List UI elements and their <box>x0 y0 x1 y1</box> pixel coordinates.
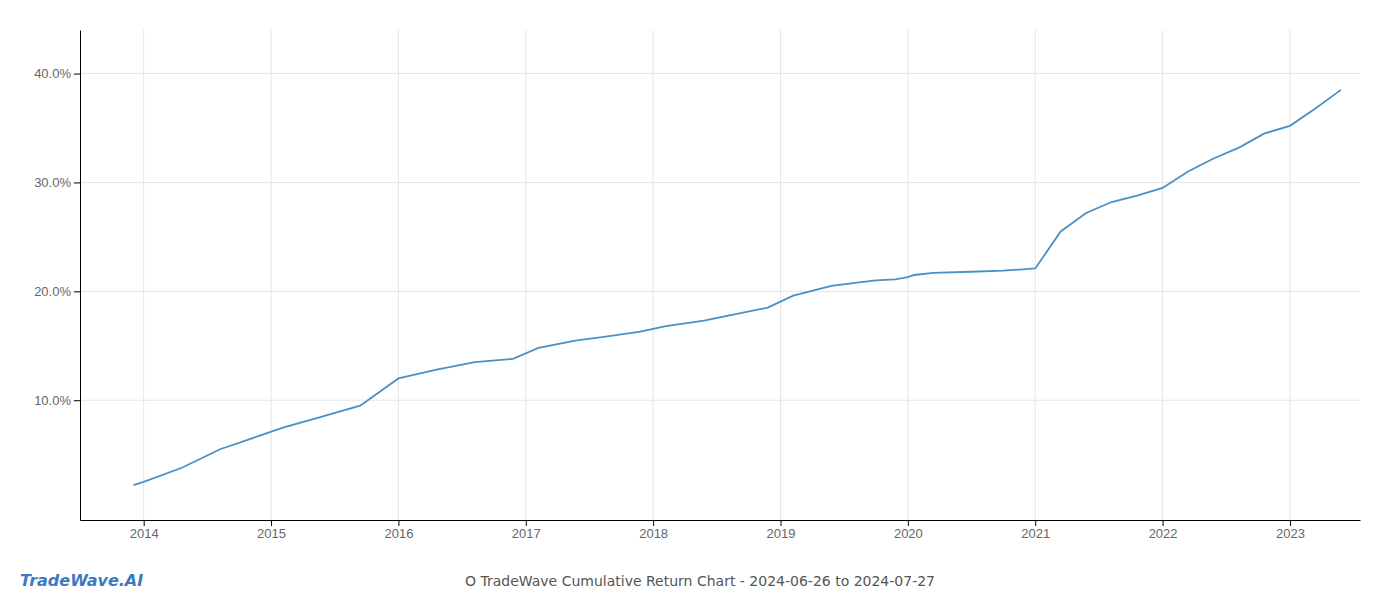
x-tick: 2016 <box>384 520 413 541</box>
y-tick: 40.0% <box>34 66 80 81</box>
x-tick-mark <box>144 520 145 526</box>
plot-area <box>133 90 1340 485</box>
x-tick-mark <box>780 520 781 526</box>
x-tick-mark <box>1035 520 1036 526</box>
x-tick: 2017 <box>512 520 541 541</box>
x-tick-label: 2023 <box>1276 526 1305 541</box>
x-tick-label: 2021 <box>1021 526 1050 541</box>
y-grid-line <box>80 182 1360 183</box>
x-tick: 2023 <box>1276 520 1305 541</box>
y-tick-mark <box>74 400 80 401</box>
x-axis-line <box>81 520 1361 521</box>
x-grid-line <box>271 30 272 520</box>
y-tick-label: 40.0% <box>34 66 71 81</box>
x-tick-label: 2022 <box>1149 526 1178 541</box>
x-tick: 2019 <box>767 520 796 541</box>
x-grid-line <box>907 30 908 520</box>
y-tick-mark <box>74 74 80 75</box>
y-tick: 10.0% <box>34 393 80 408</box>
y-grid-line <box>80 73 1360 74</box>
x-tick-label: 2015 <box>257 526 286 541</box>
x-tick-label: 2019 <box>767 526 796 541</box>
x-tick-mark <box>653 520 654 526</box>
x-tick: 2021 <box>1021 520 1050 541</box>
x-tick-label: 2017 <box>512 526 541 541</box>
y-tick: 20.0% <box>34 284 80 299</box>
grid <box>80 30 1360 520</box>
x-tick: 2014 <box>130 520 159 541</box>
x-grid-line <box>398 30 399 520</box>
x-tick: 2018 <box>639 520 668 541</box>
x-grid-line <box>1289 30 1290 520</box>
x-grid-line <box>1162 30 1163 520</box>
x-tick-label: 2018 <box>639 526 668 541</box>
data-line <box>133 90 1340 485</box>
x-grid-line <box>525 30 526 520</box>
x-tick-mark <box>271 520 272 526</box>
x-tick-mark <box>526 520 527 526</box>
x-grid-line <box>143 30 144 520</box>
x-tick-mark <box>1163 520 1164 526</box>
x-grid-line <box>780 30 781 520</box>
x-tick-label: 2016 <box>384 526 413 541</box>
watermark: TradeWave.AI <box>20 571 143 590</box>
y-grid-line <box>80 400 1360 401</box>
x-tick-mark <box>1290 520 1291 526</box>
x-tick-mark <box>398 520 399 526</box>
x-tick: 2020 <box>894 520 923 541</box>
y-tick-label: 30.0% <box>34 175 71 190</box>
y-tick-label: 20.0% <box>34 284 71 299</box>
x-grid-line <box>653 30 654 520</box>
chart-svg: 2014 2015 2016 2017 2018 2019 2020 2021 2022 2023… <box>0 0 1400 600</box>
y-tick-mark <box>74 291 80 292</box>
x-tick-label: 2020 <box>894 526 923 541</box>
x-grid-line <box>1035 30 1036 520</box>
y-tick: 30.0% <box>34 175 80 190</box>
y-tick-mark <box>74 182 80 183</box>
x-tick: 2015 <box>257 520 286 541</box>
chart-container: 2014 2015 2016 2017 2018 2019 2020 2021 2022 2023… <box>0 0 1400 600</box>
x-tick-mark <box>908 520 909 526</box>
y-axis: 10.0% 20.0% 30.0% 40.0% <box>34 31 80 521</box>
title: O TradeWave Cumulative Return Chart - 20… <box>465 573 935 589</box>
x-tick: 2022 <box>1149 520 1178 541</box>
y-axis-line <box>80 31 81 521</box>
x-axis: 2014 2015 2016 2017 2018 2019 2020 2021 2022 2023 <box>81 520 1361 541</box>
y-tick-label: 10.0% <box>34 393 71 408</box>
y-grid-line <box>80 291 1360 292</box>
x-tick-label: 2014 <box>130 526 159 541</box>
